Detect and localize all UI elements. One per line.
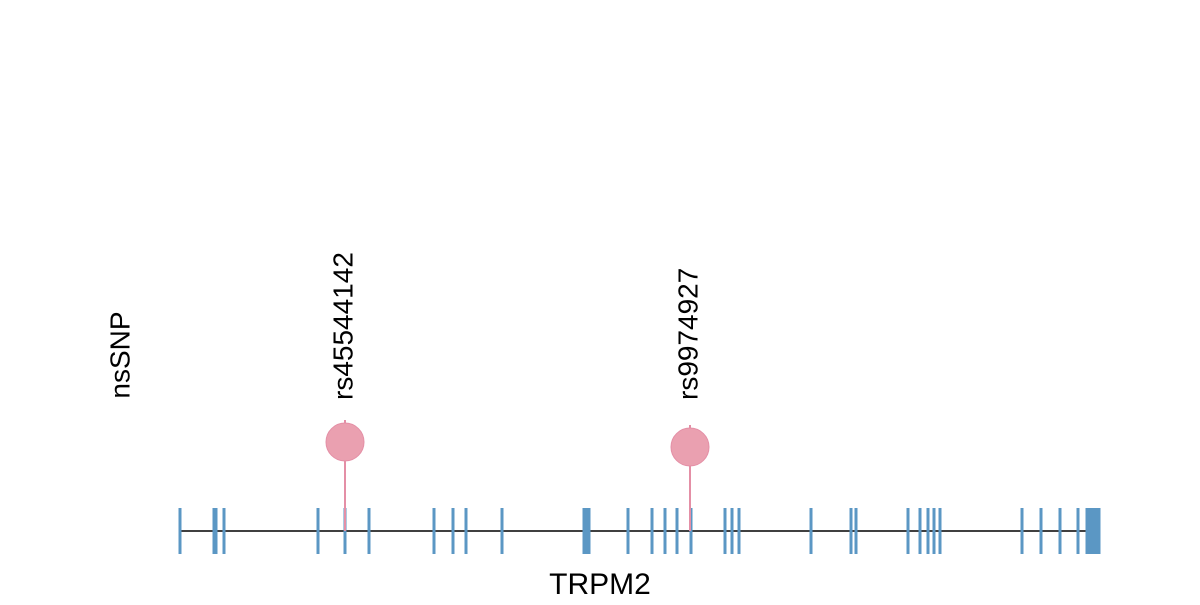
exon <box>938 508 942 554</box>
exon <box>432 508 436 554</box>
exon <box>214 508 218 554</box>
exon <box>849 508 853 554</box>
exon <box>809 508 813 554</box>
exon <box>906 508 910 554</box>
exon <box>178 508 182 554</box>
exon <box>1020 508 1024 554</box>
exon <box>918 508 922 554</box>
exon <box>626 508 630 554</box>
exon <box>1076 508 1080 554</box>
exon <box>367 508 371 554</box>
exon <box>675 508 679 554</box>
exon <box>723 508 727 554</box>
snp-marker <box>670 427 710 467</box>
exon <box>730 508 734 554</box>
exon <box>316 508 320 554</box>
exon <box>585 508 589 554</box>
snp-label: rs45544142 <box>327 252 358 400</box>
exon <box>212 508 216 554</box>
track-label: nsSNP <box>104 311 135 398</box>
exon <box>1039 508 1043 554</box>
exon <box>500 508 504 554</box>
snp-marker <box>325 422 365 462</box>
exon <box>932 508 936 554</box>
exon <box>1085 508 1101 554</box>
exon <box>222 508 226 554</box>
exon <box>1058 508 1062 554</box>
exon <box>587 508 591 554</box>
snp-label: rs9974927 <box>672 268 703 400</box>
exons <box>178 508 1101 554</box>
exon <box>582 508 586 554</box>
exon <box>663 508 667 554</box>
exon <box>926 508 930 554</box>
exon <box>650 508 654 554</box>
exon <box>854 508 858 554</box>
exon <box>464 508 468 554</box>
exon <box>451 508 455 554</box>
exon <box>737 508 741 554</box>
gene-name: TRPM2 <box>549 568 651 600</box>
